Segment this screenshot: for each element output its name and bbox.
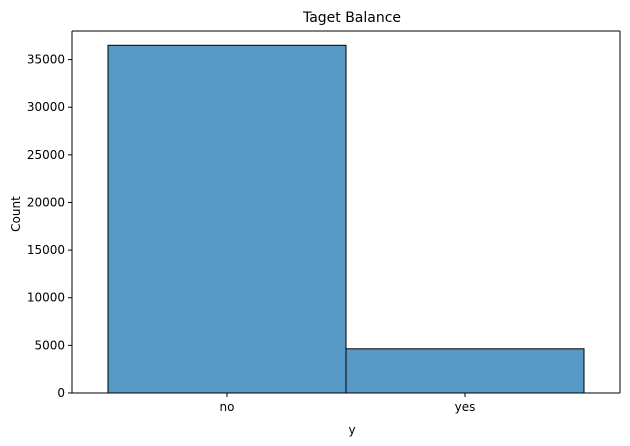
y-tick-label: 5000 xyxy=(34,338,65,352)
y-tick-label: 20000 xyxy=(27,195,65,209)
y-tick-label: 25000 xyxy=(27,148,65,162)
axes-layer: 0 5000 10000 15000 20000 25000 30000 35000 no yes xyxy=(27,30,621,414)
y-tick-label: 10000 xyxy=(27,291,65,305)
bar-no xyxy=(107,44,347,394)
y-tick-label: 30000 xyxy=(27,100,65,114)
bars-layer xyxy=(107,44,585,394)
y-axis-title: Count xyxy=(9,196,23,232)
bar-yes xyxy=(345,348,585,394)
chart-title: Taget Balance xyxy=(302,10,401,26)
y-tick-label: 15000 xyxy=(27,243,65,257)
x-tick-label: no xyxy=(220,400,235,414)
y-tick-label: 35000 xyxy=(27,53,65,67)
y-tick-label: 0 xyxy=(57,386,65,400)
x-axis-title: y xyxy=(348,423,355,437)
x-tick-label: yes xyxy=(455,400,476,414)
